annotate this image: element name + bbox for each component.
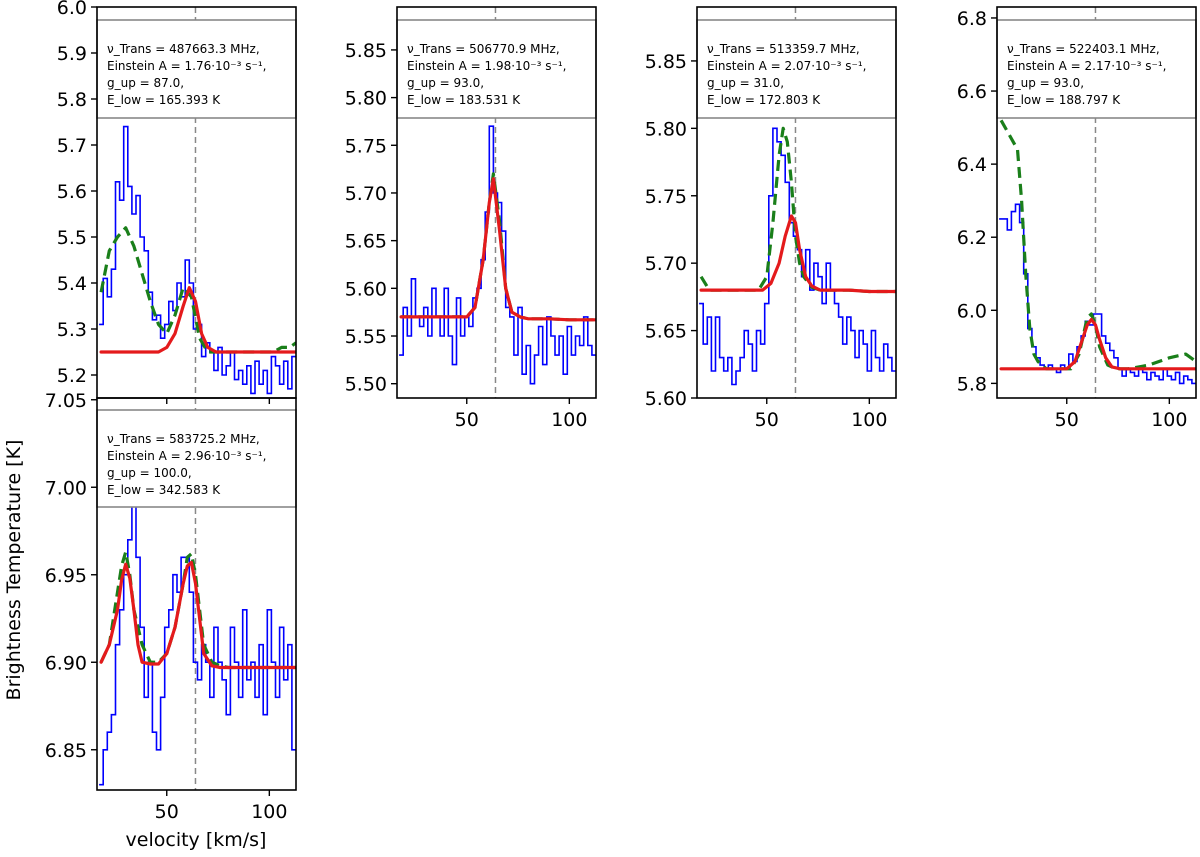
x-tick-label: 50	[755, 409, 779, 431]
series-model-dashed	[401, 172, 596, 322]
panel-3: ν_Trans = 513359.7 MHz, Einstein A = 2.07…	[645, 6, 897, 431]
series-fit	[99, 286, 296, 354]
annotation-line: E_low = 188.797 K	[1007, 93, 1121, 107]
y-tick-label: 5.80	[645, 118, 687, 140]
annotation-line: g_up = 93.0,	[1007, 76, 1084, 90]
x-tick-label: 100	[851, 409, 887, 431]
annotation-line: E_low = 172.803 K	[707, 93, 821, 107]
y-tick-label: 6.95	[45, 565, 87, 587]
annotation-line: ν_Trans = 506770.9 MHz,	[407, 42, 560, 56]
panel-4: ν_Trans = 522403.1 MHz, Einstein A = 2.17…	[957, 6, 1197, 431]
annotation-box: ν_Trans = 522403.1 MHz, Einstein A = 2.17…	[996, 19, 1197, 119]
annotation-line: Einstein A = 1.98·10⁻³ s⁻¹,	[407, 59, 566, 73]
annotation-line: ν_Trans = 513359.7 MHz,	[707, 42, 860, 56]
y-tick-label: 6.4	[957, 154, 987, 176]
x-tick-label: 100	[1151, 409, 1187, 431]
annotation-box: ν_Trans = 583725.2 MHz, Einstein A = 2.96…	[96, 409, 297, 508]
y-tick-label: 5.65	[645, 321, 687, 343]
series-fit	[399, 177, 596, 322]
annotation-line: E_low = 165.393 K	[107, 93, 221, 107]
y-tick-label: 6.85	[45, 740, 87, 762]
axes-frame	[96, 397, 297, 791]
y-tick-label: 5.55	[345, 326, 387, 348]
y-tick-label: 7.00	[45, 477, 87, 499]
x-tick-label: 100	[551, 409, 587, 431]
y-tick-label: 5.75	[345, 135, 387, 157]
series-observed-spectrum	[399, 125, 596, 385]
x-tick-label: 50	[155, 801, 179, 823]
annotation-line: Einstein A = 2.07·10⁻³ s⁻¹,	[707, 59, 866, 73]
annotation-box: ν_Trans = 487663.3 MHz, Einstein A = 1.76…	[96, 19, 297, 119]
y-tick-label: 5.3	[57, 319, 87, 341]
annotation-line: g_up = 93.0,	[407, 76, 484, 90]
y-tick-label: 5.75	[645, 186, 687, 208]
annotation-box: ν_Trans = 506770.9 MHz, Einstein A = 1.98…	[396, 19, 597, 119]
x-tick-label: 100	[251, 801, 287, 823]
annotation-line: g_up = 31.0,	[707, 76, 784, 90]
series-model-dashed	[99, 226, 296, 354]
series-fit	[699, 214, 896, 294]
y-tick-label: 5.8	[957, 373, 987, 395]
annotation-line: ν_Trans = 487663.3 MHz,	[107, 42, 260, 56]
series-model-dashed	[699, 126, 896, 294]
y-tick-label: 5.6	[57, 181, 87, 203]
y-tick-label: 7.05	[45, 390, 87, 412]
annotation-line: Einstein A = 1.76·10⁻³ s⁻¹,	[107, 59, 266, 73]
panel-2: ν_Trans = 506770.9 MHz, Einstein A = 1.98…	[345, 6, 597, 431]
annotation-line: Einstein A = 2.17·10⁻³ s⁻¹,	[1007, 59, 1166, 73]
panel-1: ν_Trans = 487663.3 MHz, Einstein A = 1.76…	[57, 0, 297, 404]
y-tick-label: 5.60	[345, 278, 387, 300]
annotation-line: Einstein A = 2.96·10⁻³ s⁻¹,	[107, 449, 266, 463]
y-tick-label: 5.4	[57, 273, 87, 295]
annotation-line: E_low = 342.583 K	[107, 483, 221, 497]
y-tick-label: 5.85	[345, 40, 387, 62]
y-tick-label: 5.85	[645, 51, 687, 73]
annotation-line: g_up = 87.0,	[107, 76, 184, 90]
y-tick-label: 5.60	[645, 388, 687, 410]
y-tick-label: 5.70	[645, 253, 687, 275]
y-tick-label: 5.9	[57, 43, 87, 65]
axes-frame	[696, 6, 897, 399]
panels: ν_Trans = 487663.3 MHz, Einstein A = 1.76…	[45, 0, 1197, 823]
annotation-line: g_up = 100.0,	[107, 466, 192, 480]
annotation-box: ν_Trans = 513359.7 MHz, Einstein A = 2.07…	[696, 19, 897, 119]
y-tick-label: 5.80	[345, 88, 387, 110]
series-observed-spectrum	[99, 503, 296, 786]
y-tick-label: 5.65	[345, 231, 387, 253]
axes-frame	[396, 6, 597, 399]
panel-5: ν_Trans = 583725.2 MHz, Einstein A = 2.96…	[45, 390, 297, 823]
y-tick-label: 6.8	[957, 8, 987, 30]
y-axis-label: Brightness Temperature [K]	[3, 440, 25, 701]
y-tick-label: 5.7	[57, 135, 87, 157]
y-tick-label: 6.0	[957, 300, 987, 322]
x-axis-label: velocity [km/s]	[126, 829, 267, 851]
y-tick-label: 6.6	[957, 81, 987, 103]
annotation-line: E_low = 183.531 K	[407, 93, 521, 107]
y-tick-label: 5.2	[57, 365, 87, 387]
y-tick-label: 6.2	[957, 227, 987, 249]
axes-frame	[996, 6, 1197, 399]
annotation-line: ν_Trans = 522403.1 MHz,	[1007, 42, 1160, 56]
y-tick-label: 5.8	[57, 89, 87, 111]
y-tick-label: 5.5	[57, 227, 87, 249]
x-tick-label: 50	[1055, 409, 1079, 431]
x-tick-label: 50	[455, 409, 479, 431]
series-fit	[99, 560, 296, 670]
y-tick-label: 6.0	[57, 0, 87, 19]
annotation-line: ν_Trans = 583725.2 MHz,	[107, 432, 260, 446]
series-fit	[999, 317, 1196, 371]
y-tick-label: 6.90	[45, 652, 87, 674]
y-tick-label: 5.50	[345, 374, 387, 396]
plot-area	[999, 7, 1196, 398]
y-tick-label: 5.70	[345, 183, 387, 205]
